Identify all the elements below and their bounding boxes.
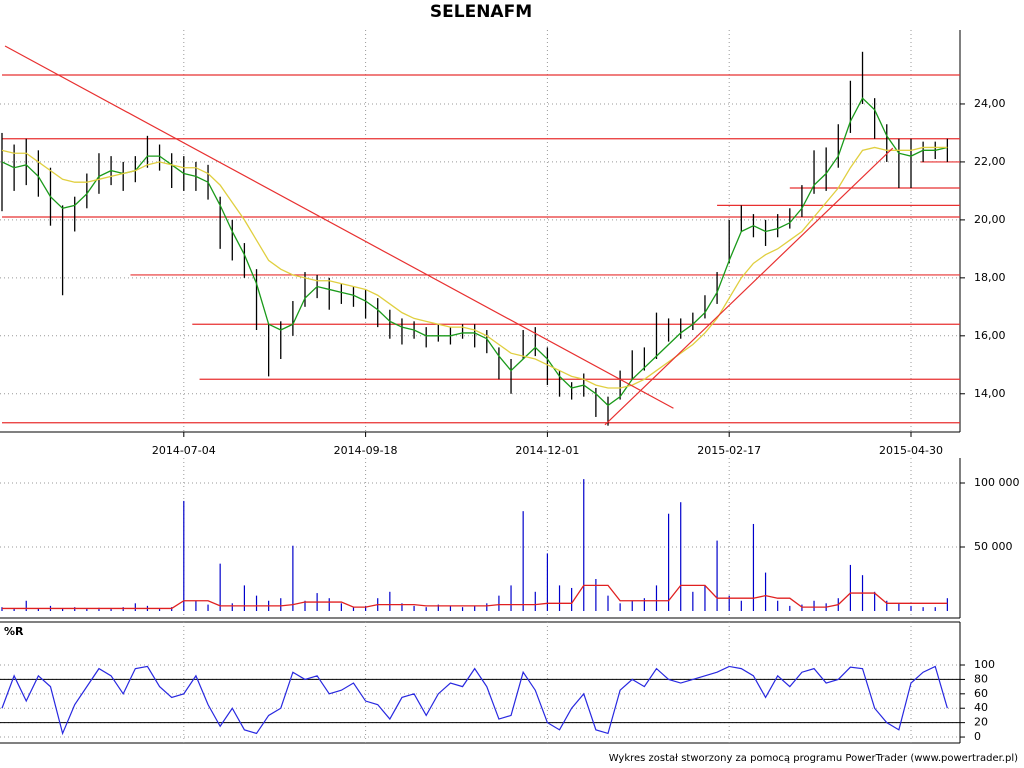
footer: Wykres został stworzony za pomocą progra…: [609, 753, 1018, 764]
y-tick-label: 18,00: [974, 271, 1006, 284]
volume-average: [2, 584, 948, 610]
williams-r-line: [1, 665, 948, 736]
moving-average: [1, 146, 948, 389]
x-tick-label: 2015-02-17: [697, 444, 761, 457]
x-tick-label: 2014-09-18: [334, 444, 398, 457]
y-tick-label: 80: [974, 672, 988, 685]
y-tick-label: 22,00: [974, 155, 1006, 168]
y-tick-label: 0: [974, 730, 981, 743]
moving-average: [1, 97, 948, 407]
x-tick-label: 2015-04-30: [879, 444, 943, 457]
y-tick-label: 50 000: [974, 540, 1013, 553]
y-tick-label: 100: [974, 658, 995, 671]
y-tick-label: 20,00: [974, 213, 1006, 226]
y-tick-label: 14,00: [974, 387, 1006, 400]
indicator-title: %R: [4, 625, 24, 638]
trend-line: [4, 45, 674, 409]
y-tick-label: 60: [974, 687, 988, 700]
y-tick-label: 20: [974, 716, 988, 729]
x-tick-label: 2014-12-01: [515, 444, 579, 457]
y-tick-label: 16,00: [974, 329, 1006, 342]
y-tick-label: 40: [974, 701, 988, 714]
x-tick-label: 2014-07-04: [152, 444, 216, 457]
chart-title: SELENAFM: [430, 2, 532, 22]
y-tick-label: 100 000: [974, 476, 1020, 489]
trend-line: [604, 147, 894, 426]
y-tick-label: 24,00: [974, 97, 1006, 110]
